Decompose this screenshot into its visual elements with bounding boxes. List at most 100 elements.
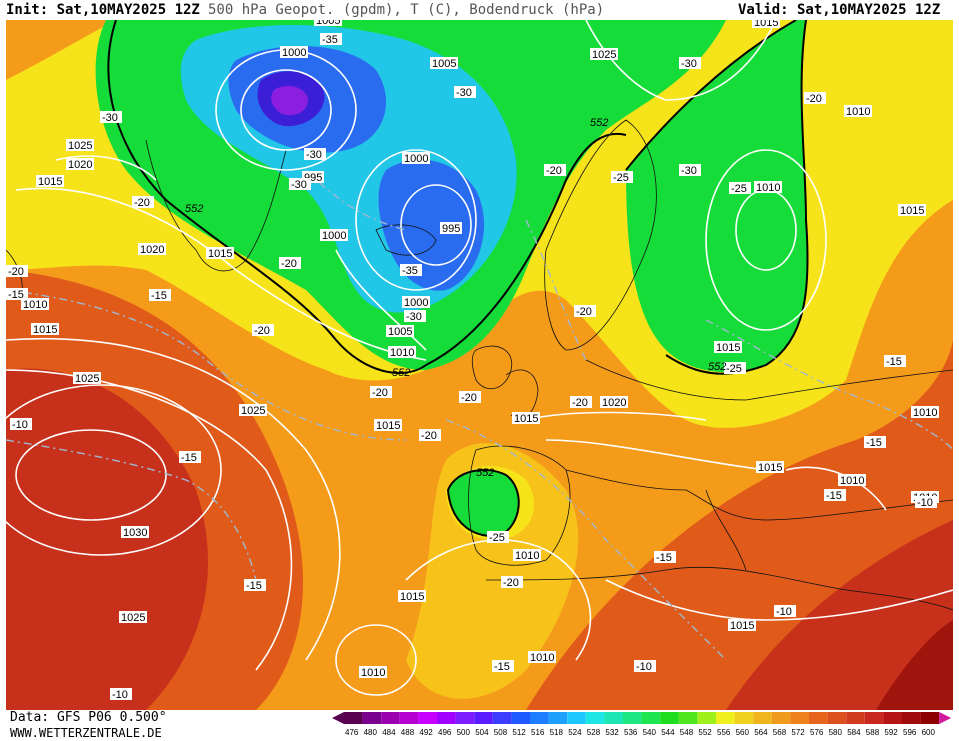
isobar-label: 1025: [239, 404, 267, 417]
blue-core-iceland: [378, 159, 485, 291]
svg-text:-20: -20: [461, 392, 477, 404]
temp-label: -20: [544, 164, 566, 177]
scale-swatch: [511, 712, 530, 724]
isobar-label: 1020: [66, 158, 94, 171]
svg-text:1010: 1010: [390, 347, 414, 359]
scale-swatch: [753, 712, 772, 724]
svg-text:-20: -20: [8, 266, 24, 278]
temp-label: -15: [179, 451, 201, 464]
temp-label: -15: [244, 579, 266, 592]
temp-label: -20: [370, 386, 392, 399]
scale-swatch: [455, 712, 475, 724]
svg-text:-20: -20: [254, 325, 270, 337]
isobar-label: 1015: [898, 204, 926, 217]
temp-label: -20: [132, 196, 154, 209]
scale-value: 488: [401, 728, 415, 737]
temp-label: -30: [454, 86, 476, 99]
svg-text:1015: 1015: [38, 176, 62, 188]
temp-label: -30: [679, 57, 701, 70]
svg-text:1025: 1025: [241, 405, 265, 417]
color-scale-legend: 476 480 484 488 492 496 500 504 508 512 516 518 524 5…: [332, 712, 952, 737]
scale-value: 560: [736, 728, 750, 737]
isobar-labels: 1005 1000 1005 1025 1015 1010 1025 1020 …: [21, 20, 939, 679]
scale-swatch: [883, 712, 902, 724]
isobar-label: 1005: [386, 325, 414, 338]
temp-label: -35: [400, 264, 422, 277]
scale-swatch: [864, 712, 884, 724]
scale-swatch: [660, 712, 679, 724]
isobar-label: 1010: [838, 474, 866, 487]
isobar-label: 1000: [402, 296, 430, 309]
scale-swatch: [678, 712, 698, 724]
scale-value: 508: [494, 728, 508, 737]
green-cutoff-iberia: [448, 470, 519, 536]
temp-label: -15: [149, 289, 171, 302]
svg-text:1010: 1010: [23, 299, 47, 311]
scale-value: 492: [419, 728, 433, 737]
scale-swatch: [399, 712, 419, 724]
svg-text:1010: 1010: [840, 475, 864, 487]
coastlines: [6, 119, 953, 611]
svg-text:1020: 1020: [68, 159, 92, 171]
svg-text:1000: 1000: [282, 47, 306, 59]
svg-text:1025: 1025: [592, 49, 616, 61]
isobar-label: 1025: [73, 372, 101, 385]
isobar-label: 1010: [513, 549, 541, 562]
temp-label: -30: [679, 164, 701, 177]
temp-label: -25: [729, 182, 751, 195]
geopot-552-iberia: [446, 469, 520, 537]
scale-swatch: [381, 712, 400, 724]
geopot-label: 552: [476, 467, 494, 479]
temp-label: -15: [884, 355, 906, 368]
isobar-label: 1010: [388, 346, 416, 359]
svg-text:1015: 1015: [376, 420, 400, 432]
scale-value: 564: [754, 728, 768, 737]
scale-swatch: [492, 712, 512, 724]
geopot-552-north-b: [425, 132, 627, 366]
temp-label: -10: [110, 688, 132, 701]
isobar-label: 1030: [121, 526, 149, 539]
geopot-label: 552: [185, 203, 203, 215]
scale-value: 548: [680, 728, 694, 737]
svg-text:-30: -30: [681, 58, 697, 70]
svg-text:1030: 1030: [123, 527, 147, 539]
svg-text:1015: 1015: [208, 248, 232, 260]
isobar-label: 995: [440, 222, 462, 235]
scale-swatch: [530, 712, 549, 724]
temp-label: -15: [6, 288, 28, 301]
svg-text:-15: -15: [494, 661, 510, 673]
isobar-label: 1025: [590, 48, 618, 61]
scale-min-arrow: [332, 712, 344, 724]
svg-text:1000: 1000: [404, 297, 428, 309]
isobar-label: 1010: [844, 105, 872, 118]
isobar-label: 1010: [528, 651, 556, 664]
isobar-label: 1025: [66, 139, 94, 152]
svg-text:-25: -25: [613, 172, 629, 184]
isobar-label: 1015: [512, 412, 540, 425]
scale-value: 576: [810, 728, 824, 737]
isobar-label: 1000: [402, 152, 430, 165]
svg-text:-20: -20: [421, 430, 437, 442]
scale-swatch: [567, 712, 586, 724]
svg-text:-15: -15: [151, 290, 167, 302]
scale-swatch: [641, 712, 661, 724]
svg-text:1005: 1005: [316, 20, 340, 27]
svg-text:-30: -30: [681, 165, 697, 177]
svg-text:-20: -20: [806, 93, 822, 105]
temp-label: -30: [304, 148, 326, 161]
svg-text:1015: 1015: [730, 620, 754, 632]
isobar-label: 1010: [359, 666, 387, 679]
temp-label: -25: [487, 531, 509, 544]
svg-text:995: 995: [442, 223, 460, 235]
svg-text:-30: -30: [306, 149, 322, 161]
scale-swatch: [437, 712, 456, 724]
scale-value: 536: [624, 728, 638, 737]
svg-text:-25: -25: [731, 183, 747, 195]
temp-label: -10: [774, 605, 796, 618]
temp-label: -20: [570, 396, 592, 409]
svg-text:-25: -25: [489, 532, 505, 544]
scale-value: 480: [364, 728, 378, 737]
temp-label: -30: [100, 111, 122, 124]
temp-label: -25: [724, 362, 746, 375]
temp-label: -20: [252, 324, 274, 337]
